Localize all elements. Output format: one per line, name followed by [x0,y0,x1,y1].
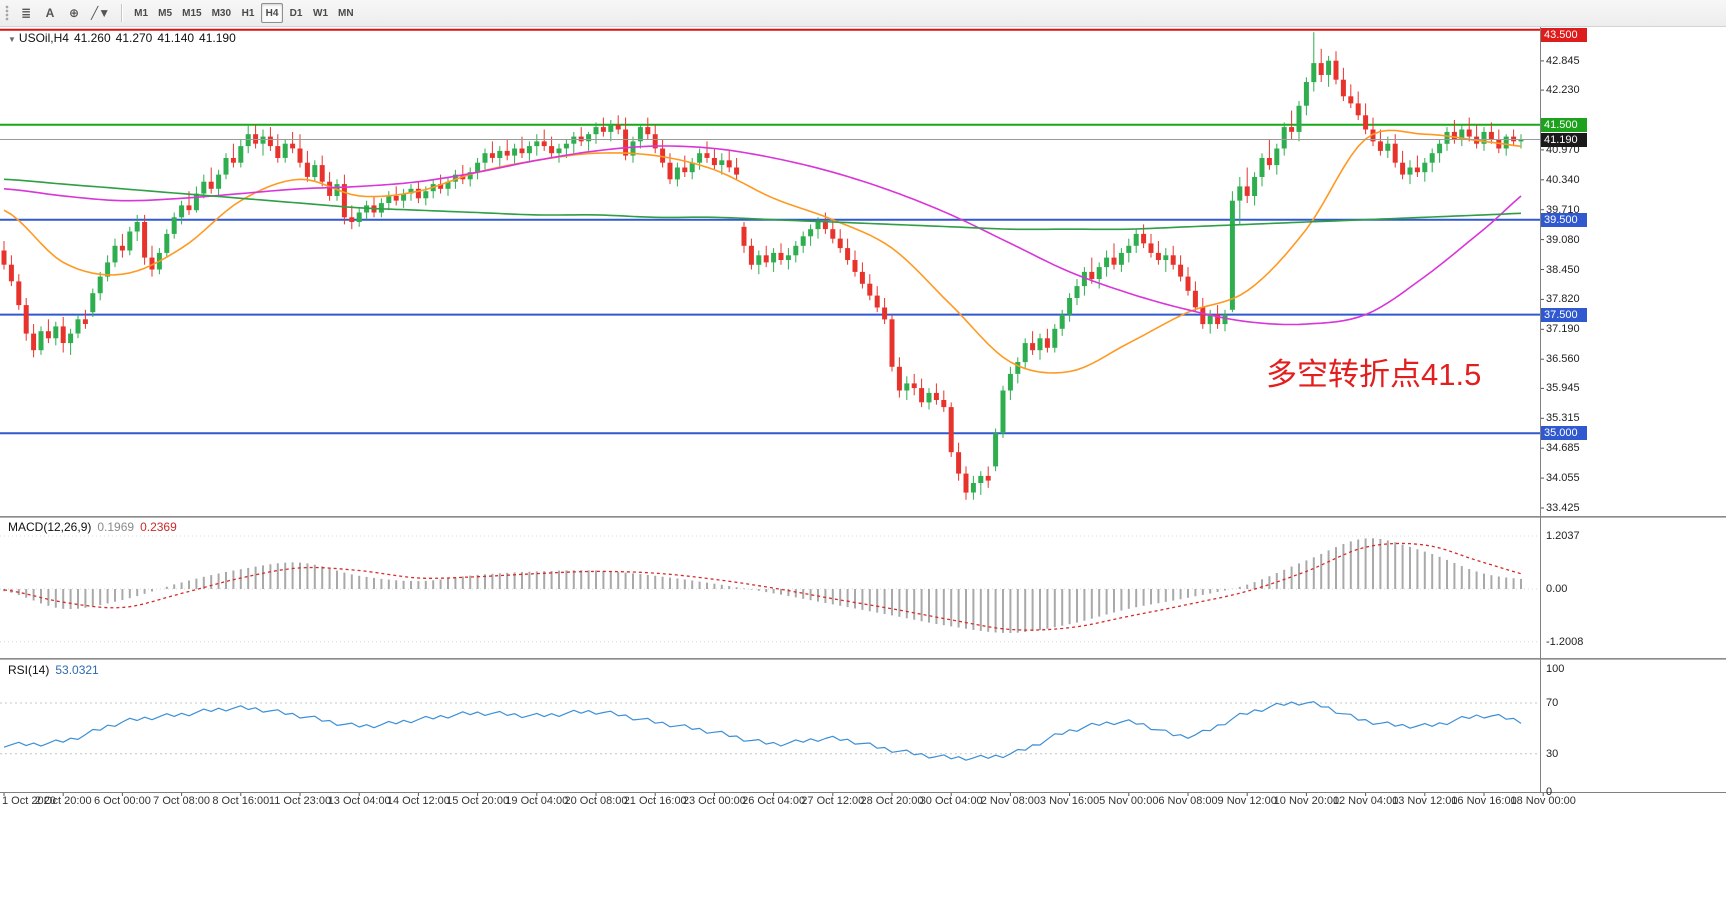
timeframe-button-group: M1 M5 M15 M30 H1 H4 D1 W1 MN [129,3,358,23]
charts-list-tool-button[interactable]: ≣ [20,6,32,20]
chart-tools-group: ≣ A ⊕ ╱▼ [14,3,115,23]
price-scale-border [1540,27,1541,792]
timeframe-button-m30[interactable]: M30 [211,7,232,19]
timeframe-button-h1[interactable]: H1 [241,7,255,19]
text-label-tool-button[interactable]: A [45,6,55,20]
draw-tools-tool-button[interactable]: ╱▼ [91,6,111,20]
time-axis-line [0,792,1726,793]
panel-separator-macd-rsi[interactable] [0,658,1726,660]
toolbar: ≣ A ⊕ ╱▼ M1 M5 M15 M30 H1 H4 D1 W1 MN [0,0,1726,27]
timeframe-button-mn[interactable]: MN [338,7,354,19]
timeframe-button-m5[interactable]: M5 [158,7,173,19]
panel-separator-main-macd[interactable] [0,516,1726,518]
timeframe-button-h4[interactable]: H4 [261,3,284,23]
timeframe-button-m1[interactable]: M1 [134,7,149,19]
toolbar-separator [121,4,124,22]
crosshair-tool-button[interactable]: ⊕ [68,6,80,20]
timeframe-button-d1[interactable]: D1 [289,7,303,19]
timeframe-button-m15[interactable]: M15 [182,7,202,19]
timeframe-button-w1[interactable]: W1 [313,7,329,19]
toolbar-grip[interactable] [5,5,9,21]
